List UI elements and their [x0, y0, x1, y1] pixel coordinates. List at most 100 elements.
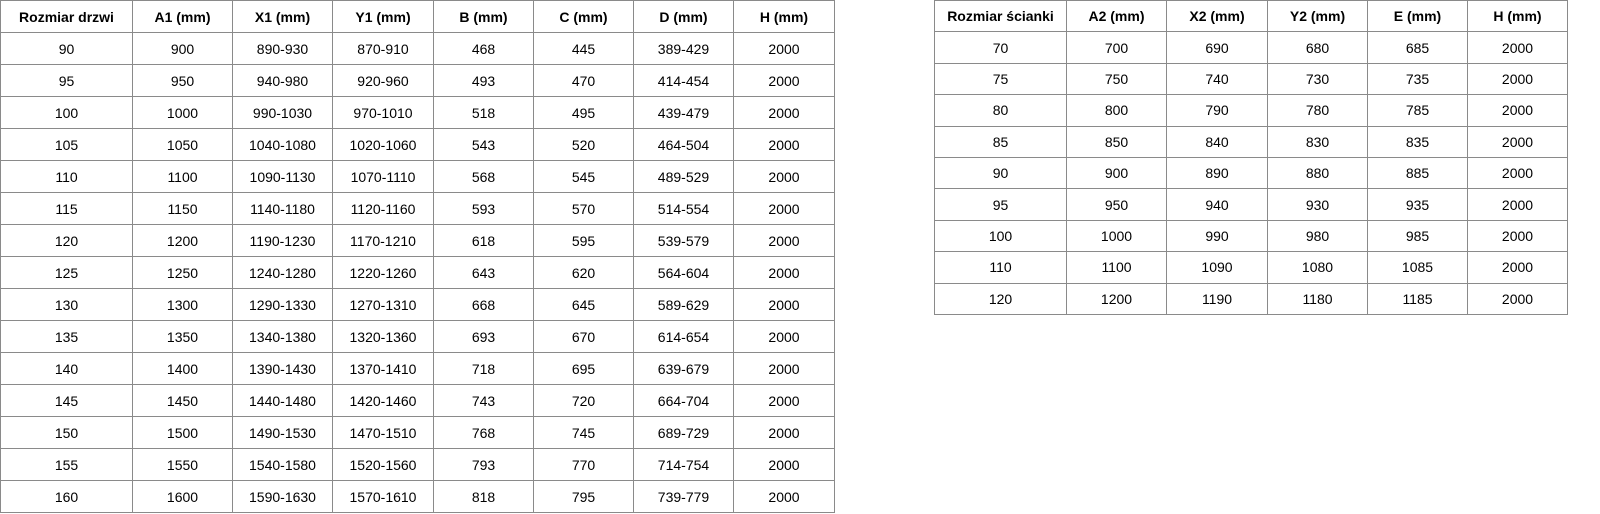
table-cell: 1000: [132, 96, 233, 129]
table-cell: 70: [934, 31, 1067, 64]
table-cell: 818: [433, 480, 534, 513]
table-cell: 1270-1310: [332, 288, 434, 321]
table-cell: 389-429: [633, 32, 734, 65]
table-cell: 1320-1360: [332, 320, 434, 353]
table-cell: 2000: [1467, 31, 1568, 64]
table-row: 85 850 840 830 835 2000: [934, 125, 1568, 158]
column-header: A2 (mm): [1066, 0, 1167, 33]
table-row: 115 1150 1140-1180 1120-1160 593 570 514-554 20…: [0, 192, 835, 225]
table-cell: 1600: [132, 480, 233, 513]
table-cell: 100: [0, 96, 133, 129]
table-cell: 1050: [132, 128, 233, 161]
table-row: 95 950 940 930 935 2000: [934, 188, 1568, 221]
table-row: 90 900 890 880 885 2000: [934, 156, 1568, 190]
table-cell: 785: [1367, 94, 1468, 127]
table-cell: 160: [0, 480, 133, 513]
table-cell: 2000: [1467, 188, 1568, 221]
table-cell: 700: [1066, 31, 1167, 64]
table-cell: 493: [433, 64, 534, 97]
table-cell: 518: [433, 96, 534, 129]
table-cell: 150: [0, 416, 133, 449]
table-cell: 543: [433, 128, 534, 161]
table-cell: 2000: [1467, 125, 1568, 158]
table-cell: 520: [533, 128, 634, 161]
table-cell: 539-579: [633, 224, 734, 257]
table-cell: 2000: [733, 256, 835, 289]
table-cell: 2000: [733, 480, 835, 513]
table-cell: 95: [0, 64, 133, 97]
table-cell: 739-779: [633, 480, 734, 513]
table-cell: 1240-1280: [232, 256, 333, 289]
table-cell: 145: [0, 384, 133, 417]
table-cell: 414-454: [633, 64, 734, 97]
table-cell: 568: [433, 160, 534, 193]
table-cell: 2000: [1467, 282, 1568, 315]
table-cell: 564-604: [633, 256, 734, 289]
table-cell: 1490-1530: [232, 416, 333, 449]
table-cell: 489-529: [633, 160, 734, 193]
table-cell: 105: [0, 128, 133, 161]
table-cell: 990: [1166, 219, 1268, 253]
table-cell: 695: [533, 352, 634, 385]
table-cell: 1540-1580: [232, 448, 333, 481]
table-cell: 1100: [1066, 251, 1167, 284]
table-cell: 680: [1267, 31, 1368, 64]
table-cell: 950: [1066, 188, 1167, 221]
table-cell: 80: [934, 94, 1067, 127]
table-cell: 980: [1267, 219, 1368, 253]
table-cell: 835: [1367, 125, 1468, 158]
table-cell: 470: [533, 64, 634, 97]
table-cell: 1120-1160: [332, 192, 434, 225]
table-cell: 693: [433, 320, 534, 353]
table-cell: 2000: [733, 96, 835, 129]
column-header: C (mm): [533, 0, 634, 33]
table-row: 130 1300 1290-1330 1270-1310 668 645 589-629 20…: [0, 288, 835, 321]
table-cell: 940-980: [232, 64, 333, 97]
table-cell: 735: [1367, 62, 1468, 96]
table-cell: 740: [1166, 62, 1268, 96]
table-cell: 90: [0, 32, 133, 65]
table-row: 80 800 790 780 785 2000: [934, 94, 1568, 127]
column-header: X1 (mm): [232, 0, 333, 33]
table-cell: 2000: [1467, 251, 1568, 284]
table-row: 155 1550 1540-1580 1520-1560 793 770 714-754 20…: [0, 448, 835, 481]
table-row: 90 900 890-930 870-910 468 445 389-429 2000: [0, 32, 835, 65]
table-cell: 614-654: [633, 320, 734, 353]
table-cell: 890: [1166, 156, 1268, 190]
table-cell: 639-679: [633, 352, 734, 385]
table-cell: 1470-1510: [332, 416, 434, 449]
table-cell: 618: [433, 224, 534, 257]
table-cell: 1300: [132, 288, 233, 321]
table-cell: 1550: [132, 448, 233, 481]
table-cell: 120: [934, 282, 1067, 315]
table-cell: 1140-1180: [232, 192, 333, 225]
table-cell: 90: [934, 156, 1067, 190]
table-row: 105 1050 1040-1080 1020-1060 543 520 464-504 20…: [0, 128, 835, 161]
table-cell: 795: [533, 480, 634, 513]
table-cell: 830: [1267, 125, 1368, 158]
table-cell: 1200: [132, 224, 233, 257]
table-cell: 840: [1166, 125, 1268, 158]
table-row: 95 950 940-980 920-960 493 470 414-454 2000: [0, 64, 835, 97]
table-cell: 95: [934, 188, 1067, 221]
table-row: 125 1250 1240-1280 1220-1260 643 620 564-604 20…: [0, 256, 835, 289]
table-cell: 1190-1230: [232, 224, 333, 257]
column-header: Rozmiar drzwi: [0, 0, 133, 33]
table-cell: 2000: [733, 64, 835, 97]
door-dimensions-table: Rozmiar drzwi A1 (mm) X1 (mm) Y1 (mm) B (mm)…: [0, 0, 835, 513]
table-cell: 645: [533, 288, 634, 321]
table-cell: 730: [1267, 62, 1368, 96]
table-cell: 2000: [733, 384, 835, 417]
table-cell: 1200: [1066, 282, 1167, 315]
table-cell: 643: [433, 256, 534, 289]
table-cell: 1520-1560: [332, 448, 434, 481]
table-cell: 850: [1066, 125, 1167, 158]
table-row: 160 1600 1590-1630 1570-1610 818 795 739-779 20…: [0, 480, 835, 513]
table-cell: 130: [0, 288, 133, 321]
table-cell: 593: [433, 192, 534, 225]
table-cell: 125: [0, 256, 133, 289]
table-cell: 2000: [733, 32, 835, 65]
column-header: Y1 (mm): [332, 0, 434, 33]
column-header: H (mm): [733, 0, 835, 33]
column-header: H (mm): [1467, 0, 1568, 33]
